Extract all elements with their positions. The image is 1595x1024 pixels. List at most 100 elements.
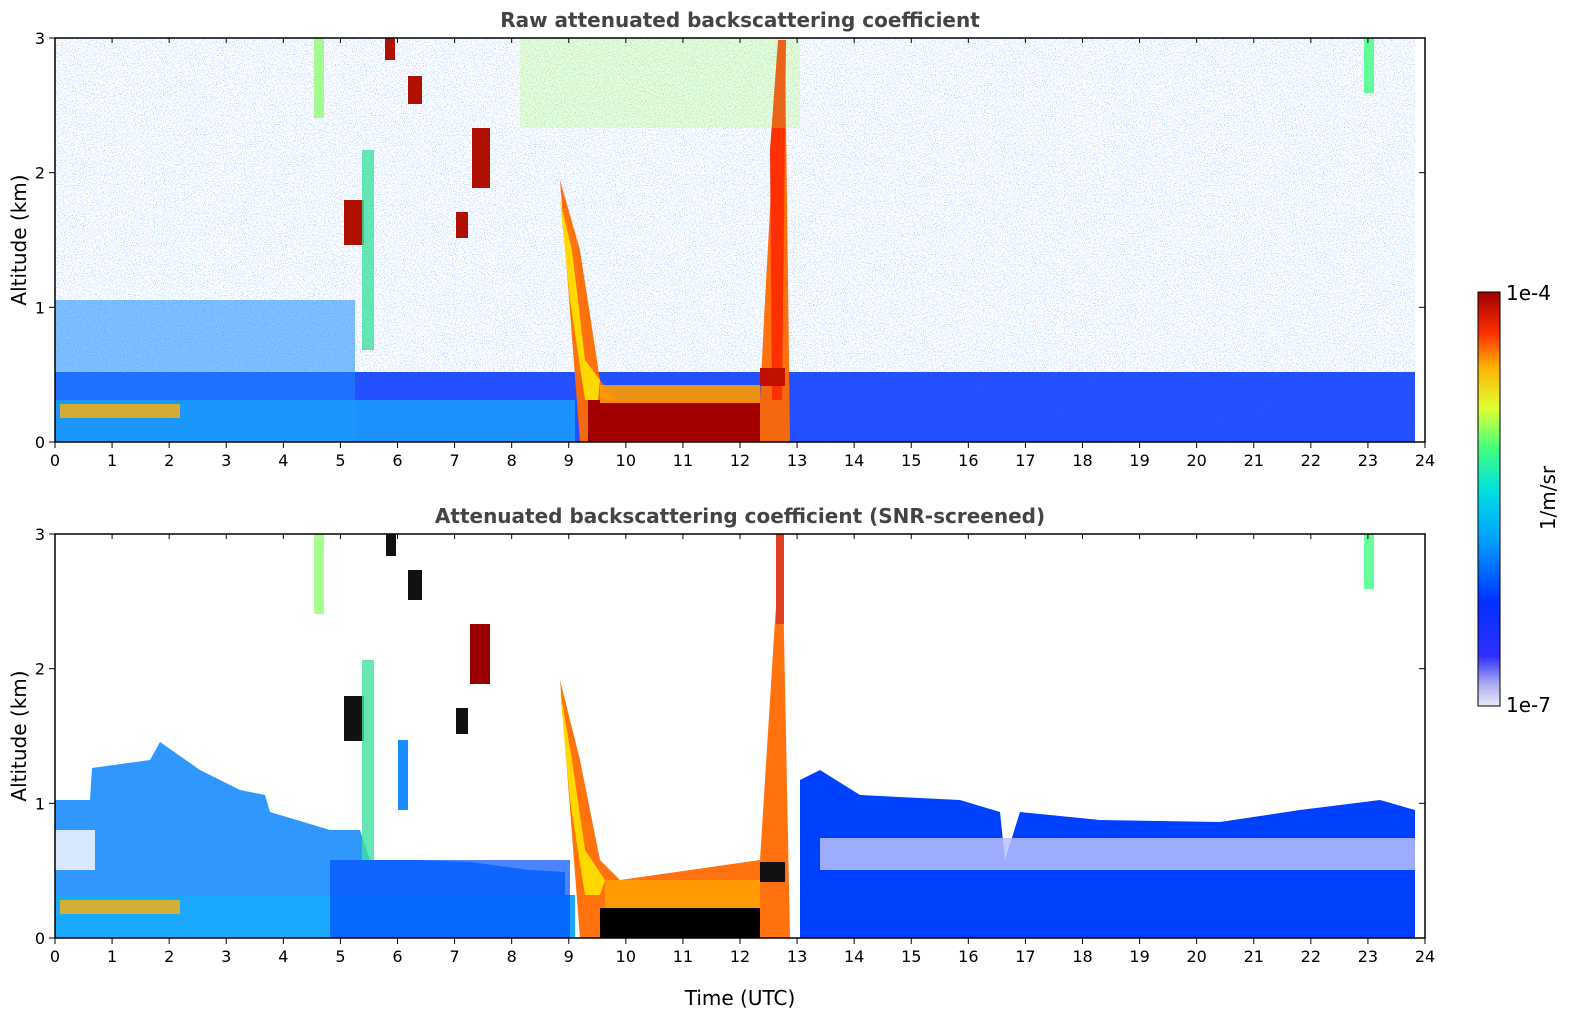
colorbar-unit-label: 1/m/sr <box>1536 465 1560 530</box>
x-tick-label: 24 <box>1415 451 1435 470</box>
x-tick-label: 17 <box>1015 947 1035 966</box>
screened-low-feature <box>60 900 180 914</box>
x-tick-label: 3 <box>221 947 231 966</box>
raw-cloud-envelope <box>560 40 790 442</box>
y-tick-label: 3 <box>35 29 45 48</box>
raw-panel: Raw attenuated backscattering coefficien… <box>7 8 1435 470</box>
screened-heatmap-features <box>55 534 1415 938</box>
raw-cloud-mid-band <box>600 385 760 403</box>
colorbar: 1e-4 1e-7 1/m/sr <box>1477 281 1560 717</box>
x-tick-label: 13 <box>787 947 807 966</box>
screened-cloud-blob <box>470 624 490 684</box>
x-tick-label: 20 <box>1186 451 1206 470</box>
y-tick-label: 2 <box>35 660 45 679</box>
screened-cloud-blob <box>386 534 396 556</box>
screened-saturated-core <box>600 908 760 938</box>
x-tick-label: 2 <box>164 947 174 966</box>
y-tick-label: 0 <box>35 433 45 452</box>
x-tick-label: 9 <box>564 451 574 470</box>
screened-cloud-tower-top <box>776 534 784 624</box>
raw-cloud-blob <box>385 38 395 60</box>
x-tick-label: 22 <box>1301 451 1321 470</box>
x-tick-label: 3 <box>221 451 231 470</box>
raw-cloud-blob <box>408 76 422 104</box>
x-tick-label: 11 <box>673 451 693 470</box>
screened-aerosol-gap <box>55 830 95 870</box>
x-tick-label: 8 <box>507 947 517 966</box>
x-tick-label: 17 <box>1015 451 1035 470</box>
x-tick-label: 2 <box>164 451 174 470</box>
x-tick-label: 13 <box>787 451 807 470</box>
x-tick-label: 1 <box>107 947 117 966</box>
screened-virga-streak <box>314 534 324 614</box>
y-tick-label: 1 <box>35 794 45 813</box>
raw-y-axis-label: Altitude (km) <box>7 174 31 305</box>
x-tick-label: 15 <box>901 451 921 470</box>
screened-virga-streak <box>362 660 374 860</box>
x-tick-label: 16 <box>958 947 978 966</box>
x-tick-label: 21 <box>1244 451 1264 470</box>
x-tick-label: 19 <box>1129 451 1149 470</box>
x-tick-label: 24 <box>1415 947 1435 966</box>
x-tick-label: 23 <box>1358 947 1378 966</box>
screened-cirrus-streak <box>1364 534 1374 589</box>
screened-cloud-blob <box>408 570 422 600</box>
screened-virga-streak <box>398 740 408 810</box>
x-tick-label: 12 <box>730 947 750 966</box>
x-tick-label: 8 <box>507 451 517 470</box>
x-tick-label: 18 <box>1072 947 1092 966</box>
x-tick-label: 6 <box>392 947 402 966</box>
raw-panel-title: Raw attenuated backscattering coefficien… <box>500 8 980 32</box>
colorbar-max-label: 1e-4 <box>1506 281 1551 305</box>
raw-virga-streak <box>362 150 374 350</box>
x-tick-label: 0 <box>50 947 60 966</box>
screened-y-axis-label: Altitude (km) <box>7 670 31 801</box>
raw-cloud-blob <box>456 212 468 238</box>
x-tick-label: 16 <box>958 451 978 470</box>
x-tick-label: 22 <box>1301 947 1321 966</box>
x-tick-label: 14 <box>844 947 864 966</box>
screened-axes: 0 1 2 3 4 5 6 7 8 9 10 11 12 13 14 15 16 17 18 19 20 21 22 23 24… <box>35 525 1435 966</box>
x-tick-label: 18 <box>1072 451 1092 470</box>
x-tick-label: 19 <box>1129 947 1149 966</box>
x-tick-label: 7 <box>449 451 459 470</box>
y-tick-label: 3 <box>35 525 45 544</box>
raw-virga-streak <box>314 38 324 118</box>
x-tick-label: 5 <box>335 451 345 470</box>
y-tick-label: 2 <box>35 164 45 183</box>
y-tick-label: 0 <box>35 929 45 948</box>
raw-axes: 0 1 2 3 4 5 6 7 8 9 10 11 12 13 14 15 16 17 18 19 20 21 22 23 24… <box>35 29 1435 470</box>
x-tick-label: 10 <box>616 947 636 966</box>
screened-boundary-layer-top <box>820 838 1415 870</box>
raw-cloud-blob <box>344 200 364 245</box>
x-tick-label: 4 <box>278 451 288 470</box>
x-tick-label: 1 <box>107 451 117 470</box>
raw-cloud-edge-right <box>770 40 786 400</box>
screened-cloud-mid-band <box>605 880 760 908</box>
x-tick-label: 4 <box>278 947 288 966</box>
screened-cloud-envelope <box>560 534 790 938</box>
screened-cloud-blob <box>456 708 468 734</box>
x-tick-label: 10 <box>616 451 636 470</box>
colorbar-gradient <box>1477 291 1501 707</box>
raw-heatmap-features <box>55 38 1415 442</box>
screened-cloud-edge-left <box>560 690 605 895</box>
screened-panel: Attenuated backscattering coefficient (S… <box>7 504 1435 1010</box>
raw-cloud-patch <box>760 368 785 386</box>
x-tick-label: 9 <box>564 947 574 966</box>
colorbar-min-label: 1e-7 <box>1506 693 1551 717</box>
x-tick-label: 14 <box>844 451 864 470</box>
raw-cloud-core <box>588 400 760 442</box>
x-tick-label: 5 <box>335 947 345 966</box>
y-tick-label: 1 <box>35 298 45 317</box>
x-tick-label: 15 <box>901 947 921 966</box>
screened-cloud-blob <box>344 696 364 741</box>
screened-dense-layer <box>330 860 570 938</box>
x-tick-label: 21 <box>1244 947 1264 966</box>
x-tick-label: 20 <box>1186 947 1206 966</box>
screened-x-axis-label: Time (UTC) <box>684 986 796 1010</box>
raw-upper-green-haze <box>520 38 800 128</box>
screened-panel-title: Attenuated backscattering coefficient (S… <box>435 504 1045 528</box>
x-tick-label: 7 <box>449 947 459 966</box>
